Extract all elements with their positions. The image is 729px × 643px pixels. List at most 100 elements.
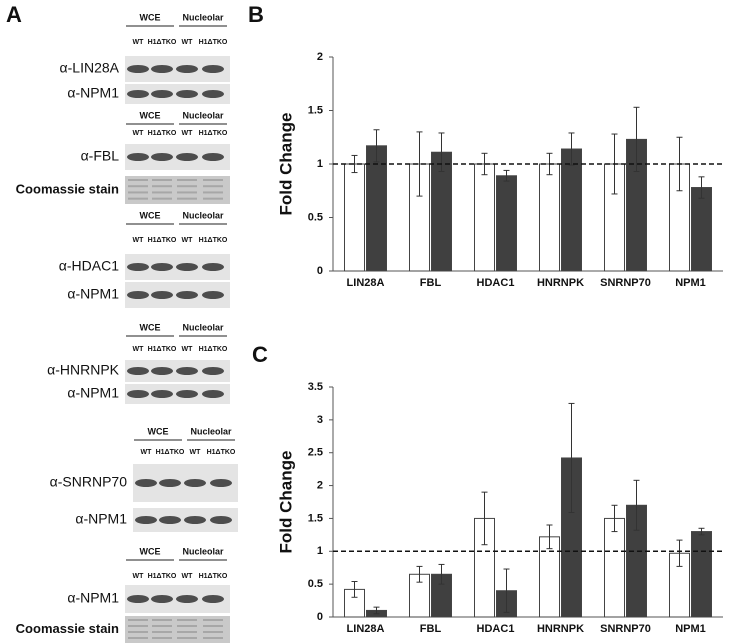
stain-band	[152, 191, 172, 194]
y-axis-label: Fold Change	[276, 113, 295, 216]
lane-label: WT	[133, 346, 145, 353]
stain-band	[152, 619, 172, 621]
band	[135, 479, 157, 487]
y-tick-label: 1	[317, 158, 323, 170]
blot-header: Nucleolar	[182, 110, 224, 120]
band	[151, 367, 173, 375]
stain-band	[128, 197, 148, 200]
band	[176, 291, 198, 299]
lane-label: H1ΔTKO	[148, 130, 177, 137]
band	[202, 263, 224, 271]
blot-label: α-LIN28A	[60, 60, 120, 76]
lane-label: WT	[182, 130, 194, 137]
stain-band	[128, 179, 148, 181]
panel-label: A	[6, 2, 22, 27]
bar	[691, 531, 712, 618]
blot-label: α-HNRNPK	[47, 362, 120, 378]
stain-band	[203, 637, 223, 639]
stain-band	[152, 197, 172, 200]
panel-label: B	[248, 2, 264, 27]
stain-band	[203, 179, 223, 181]
y-tick-label: 1.5	[308, 512, 323, 524]
stain-band	[177, 625, 197, 627]
band	[151, 263, 173, 271]
band	[135, 516, 157, 524]
y-tick-label: 0	[317, 611, 323, 623]
band	[159, 516, 181, 524]
blot-header: WCE	[140, 546, 161, 556]
x-tick-label: HNRNPK	[537, 277, 584, 289]
band	[176, 90, 198, 98]
band	[127, 367, 149, 375]
blot-header: Nucleolar	[190, 426, 232, 436]
band	[202, 90, 224, 98]
stain-band	[203, 619, 223, 621]
blot-header: WCE	[140, 110, 161, 120]
blot-label: Coomassie stain	[16, 181, 119, 196]
blot-label: α-FBL	[81, 148, 120, 164]
stain-band	[152, 631, 172, 633]
bar	[474, 163, 495, 272]
bar	[604, 517, 625, 618]
blot-label: Coomassie stain	[16, 621, 119, 636]
lane-label: H1ΔTKO	[148, 237, 177, 244]
x-tick-label: SNRNP70	[600, 623, 651, 635]
band	[127, 291, 149, 299]
lane-label: H1ΔTKO	[199, 39, 228, 46]
band	[151, 90, 173, 98]
lane-label: WT	[141, 449, 153, 456]
band	[151, 390, 173, 398]
lane-label: H1ΔTKO	[199, 237, 228, 244]
lane-label: WT	[190, 449, 202, 456]
lane-label: WT	[133, 130, 145, 137]
stain-band	[152, 625, 172, 627]
blot-label: α-NPM1	[75, 511, 127, 527]
y-tick-label: 3	[317, 414, 323, 426]
band	[127, 595, 149, 603]
blot-label: α-SNRNP70	[50, 474, 128, 490]
lane-label: WT	[182, 573, 194, 580]
x-tick-label: HDAC1	[477, 623, 515, 635]
band	[176, 65, 198, 73]
stain-band	[128, 619, 148, 621]
band	[127, 65, 149, 73]
lane-label: H1ΔTKO	[199, 346, 228, 353]
blot-header: WCE	[148, 426, 169, 436]
band	[127, 153, 149, 161]
band	[159, 479, 181, 487]
blot-label: α-NPM1	[67, 286, 119, 302]
band	[210, 516, 232, 524]
stain-band	[128, 625, 148, 627]
band	[176, 367, 198, 375]
stain-band	[203, 185, 223, 188]
x-tick-label: HNRNPK	[537, 623, 584, 635]
y-tick-label: 1.5	[308, 104, 323, 116]
stain-band	[128, 185, 148, 188]
blot-header: WCE	[140, 12, 161, 22]
y-tick-label: 2	[317, 51, 323, 63]
blot-header: WCE	[140, 322, 161, 332]
y-tick-label: 2.5	[308, 447, 323, 459]
band	[127, 90, 149, 98]
blot-header: Nucleolar	[182, 210, 224, 220]
y-tick-label: 0.5	[308, 578, 323, 590]
band	[202, 291, 224, 299]
stain-band	[203, 197, 223, 200]
band	[127, 390, 149, 398]
x-tick-label: LIN28A	[347, 623, 385, 635]
y-tick-label: 2	[317, 479, 323, 491]
stain-band	[152, 179, 172, 181]
bar	[691, 187, 712, 272]
band	[127, 263, 149, 271]
band	[184, 479, 206, 487]
stain-band	[177, 619, 197, 621]
band	[176, 595, 198, 603]
bar	[539, 163, 560, 272]
band	[176, 263, 198, 271]
x-tick-label: SNRNP70	[600, 277, 651, 289]
stain-band	[177, 179, 197, 181]
stain-band	[128, 637, 148, 639]
stain-band	[177, 637, 197, 639]
lane-label: WT	[133, 39, 145, 46]
